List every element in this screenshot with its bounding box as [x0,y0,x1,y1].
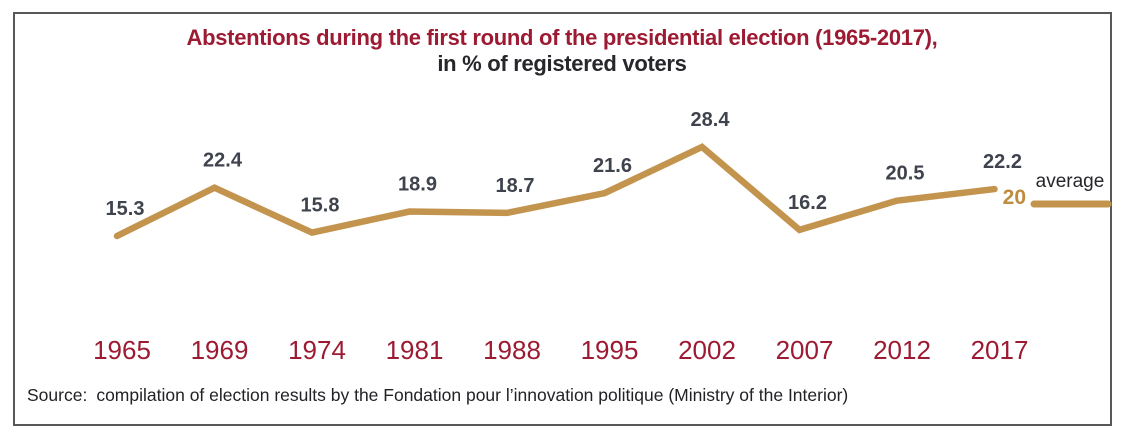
value-label-1965: 15.3 [106,198,145,220]
value-label-2012: 20.5 [886,163,925,185]
value-label-1969: 22.4 [203,150,243,172]
value-label-1988: 18.7 [496,175,535,197]
year-label-1988: 1988 [483,335,541,365]
legend-average-value: 20 [1002,186,1026,209]
value-label-2007: 16.2 [788,192,827,214]
year-label-2012: 2012 [873,335,931,365]
chart-frame [13,12,1112,426]
chart-title: Abstentions during the first round of th… [0,25,1124,77]
value-label-2017: 22.2 [983,151,1022,173]
year-label-1969: 1969 [191,335,249,365]
value-label-1974: 15.8 [301,195,340,217]
year-label-1974: 1974 [288,335,346,365]
year-label-1981: 1981 [386,335,444,365]
chart-title-line1: Abstentions during the first round of th… [186,25,938,50]
series-line [113,143,998,240]
value-label-1981: 18.9 [398,174,437,196]
legend-average-label: average [1035,171,1105,192]
year-label-2002: 2002 [678,335,736,365]
year-label-1965: 1965 [93,335,151,365]
year-label-2007: 2007 [776,335,834,365]
source-line: Source: compilation of election results b… [27,385,848,406]
chart-title-line2: in % of registered voters [437,51,687,76]
value-label-2002: 28.4 [691,109,731,131]
source-label: Source: [27,385,88,405]
year-label-2017: 2017 [971,335,1029,365]
source-text: compilation of election results by the F… [96,385,849,405]
value-label-1995: 21.6 [593,155,632,177]
year-label-1995: 1995 [581,335,639,365]
